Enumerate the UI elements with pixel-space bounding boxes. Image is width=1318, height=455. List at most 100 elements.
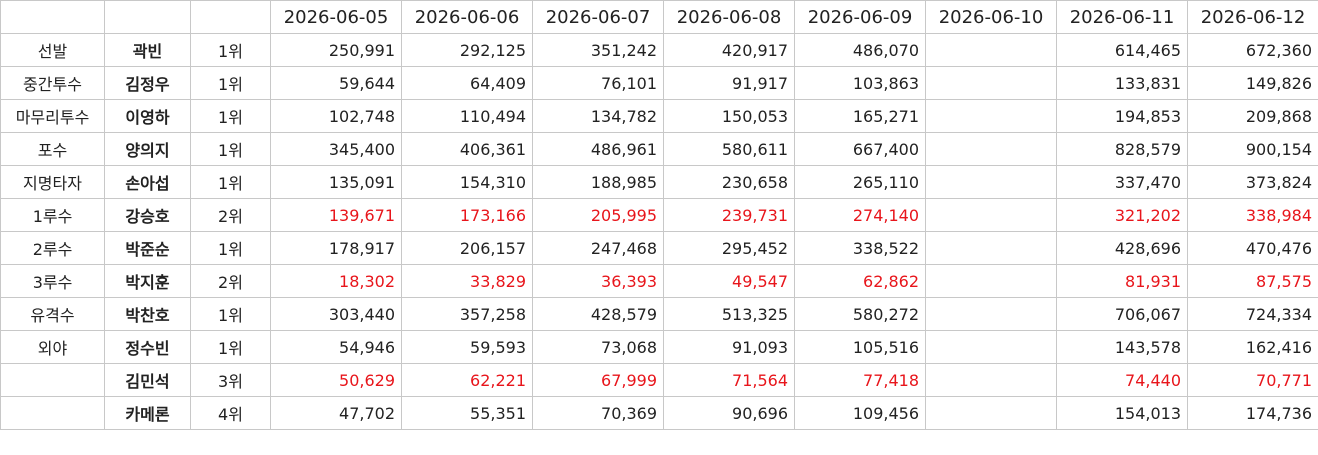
name-cell: 정수빈: [104, 330, 191, 364]
rank-cell: 1위: [190, 99, 271, 133]
table-row: 마무리투수 이영하 1위 102,748 110,494 134,782 150,053 16…: [0, 99, 1318, 133]
value-cell: 486,961: [532, 132, 664, 166]
value-cell: 337,470: [1056, 165, 1188, 199]
value-cell: [925, 396, 1057, 430]
value-cell: 295,452: [663, 231, 795, 265]
value-cell: 150,053: [663, 99, 795, 133]
table-row: 외야 정수빈 1위 54,946 59,593 73,068 91,093 105,516 14…: [0, 330, 1318, 364]
value-cell: 351,242: [532, 33, 664, 67]
table-row: 3루수 박지훈 2위 18,302 33,829 36,393 49,547 62,862 81…: [0, 264, 1318, 298]
value-cell: 428,579: [532, 297, 664, 331]
value-cell: 90,696: [663, 396, 795, 430]
header-cell: [0, 0, 105, 34]
value-cell: 265,110: [794, 165, 926, 199]
value-cell: 194,853: [1056, 99, 1188, 133]
value-cell: [925, 231, 1057, 265]
date-header: 2026-06-12: [1187, 0, 1318, 34]
value-cell: 188,985: [532, 165, 664, 199]
value-cell: 70,771: [1187, 363, 1318, 397]
date-header: 2026-06-10: [925, 0, 1057, 34]
header-cell: [104, 0, 191, 34]
value-cell: 672,360: [1187, 33, 1318, 67]
rank-cell: 1위: [190, 297, 271, 331]
name-cell: 박준순: [104, 231, 191, 265]
value-cell: 162,416: [1187, 330, 1318, 364]
name-cell: 손아섭: [104, 165, 191, 199]
value-cell: 580,611: [663, 132, 795, 166]
value-cell: 76,101: [532, 66, 664, 100]
value-cell: 36,393: [532, 264, 664, 298]
value-cell: 174,736: [1187, 396, 1318, 430]
header-cell: [190, 0, 271, 34]
position-cell: 포수: [0, 132, 105, 166]
value-cell: [925, 198, 1057, 232]
value-cell: 420,917: [663, 33, 795, 67]
table-row: 김민석 3위 50,629 62,221 67,999 71,564 77,418 74,44…: [0, 363, 1318, 397]
value-cell: 71,564: [663, 363, 795, 397]
position-cell: [0, 396, 105, 430]
date-header: 2026-06-11: [1056, 0, 1188, 34]
value-cell: 667,400: [794, 132, 926, 166]
position-cell: [0, 363, 105, 397]
table-row: 카메론 4위 47,702 55,351 70,369 90,696 109,456 154,…: [0, 396, 1318, 430]
value-cell: 54,946: [270, 330, 402, 364]
value-cell: 62,862: [794, 264, 926, 298]
value-cell: 135,091: [270, 165, 402, 199]
value-cell: 149,826: [1187, 66, 1318, 100]
value-cell: 154,310: [401, 165, 533, 199]
value-cell: 406,361: [401, 132, 533, 166]
rank-cell: 1위: [190, 231, 271, 265]
value-cell: 230,658: [663, 165, 795, 199]
position-cell: 2루수: [0, 231, 105, 265]
value-cell: [925, 330, 1057, 364]
value-cell: 373,824: [1187, 165, 1318, 199]
table-row: 선발 곽빈 1위 250,991 292,125 351,242 420,917 486,07…: [0, 33, 1318, 67]
value-cell: 178,917: [270, 231, 402, 265]
value-cell: 428,696: [1056, 231, 1188, 265]
value-cell: 102,748: [270, 99, 402, 133]
position-cell: 외야: [0, 330, 105, 364]
value-cell: 345,400: [270, 132, 402, 166]
value-cell: 470,476: [1187, 231, 1318, 265]
table-row: 1루수 강승호 2위 139,671 173,166 205,995 239,731 274,…: [0, 198, 1318, 232]
value-cell: 205,995: [532, 198, 664, 232]
header-row: 2026-06-05 2026-06-06 2026-06-07 2026-06-08…: [0, 0, 1318, 34]
value-cell: 513,325: [663, 297, 795, 331]
date-header: 2026-06-07: [532, 0, 664, 34]
value-cell: [925, 264, 1057, 298]
value-cell: 143,578: [1056, 330, 1188, 364]
name-cell: 이영하: [104, 99, 191, 133]
position-cell: 유격수: [0, 297, 105, 331]
position-cell: 지명타자: [0, 165, 105, 199]
name-cell: 김민석: [104, 363, 191, 397]
value-cell: [925, 363, 1057, 397]
position-cell: 선발: [0, 33, 105, 67]
position-cell: 1루수: [0, 198, 105, 232]
value-cell: 247,468: [532, 231, 664, 265]
value-cell: 292,125: [401, 33, 533, 67]
value-cell: 81,931: [1056, 264, 1188, 298]
value-cell: 133,831: [1056, 66, 1188, 100]
value-cell: 91,093: [663, 330, 795, 364]
value-cell: 109,456: [794, 396, 926, 430]
value-cell: 110,494: [401, 99, 533, 133]
rank-cell: 1위: [190, 132, 271, 166]
value-cell: 47,702: [270, 396, 402, 430]
date-header: 2026-06-06: [401, 0, 533, 34]
name-cell: 박지훈: [104, 264, 191, 298]
value-cell: 724,334: [1187, 297, 1318, 331]
value-cell: [925, 297, 1057, 331]
rank-cell: 1위: [190, 33, 271, 67]
rank-cell: 1위: [190, 66, 271, 100]
value-cell: 900,154: [1187, 132, 1318, 166]
value-cell: 614,465: [1056, 33, 1188, 67]
table-row: 중간투수 김정우 1위 59,644 64,409 76,101 91,917 103,863…: [0, 66, 1318, 100]
value-cell: 50,629: [270, 363, 402, 397]
value-cell: 73,068: [532, 330, 664, 364]
value-cell: 33,829: [401, 264, 533, 298]
value-cell: [925, 99, 1057, 133]
value-cell: 59,593: [401, 330, 533, 364]
table-row: 2루수 박준순 1위 178,917 206,157 247,468 295,452 338,…: [0, 231, 1318, 265]
value-cell: [925, 165, 1057, 199]
